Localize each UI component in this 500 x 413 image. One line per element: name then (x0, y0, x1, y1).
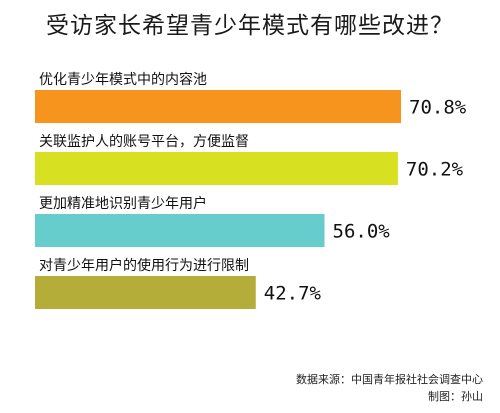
category-label: 关联监护人的账号平台，方便监督 (39, 134, 249, 150)
data-source-note: 数据来源：中国青年报社社会调查中心 (296, 373, 483, 386)
value-label: 56.0% (333, 221, 391, 243)
category-label: 优化青少年模式中的内容池 (39, 71, 207, 88)
bar (35, 90, 402, 123)
category-label: 更加精准地识别青少年用户 (39, 195, 207, 212)
chart-credit: 制图：孙山 (428, 390, 483, 403)
bar (35, 152, 398, 185)
bar (35, 276, 256, 309)
chart-title: 受访家长希望青少年模式有哪些改进？ (46, 13, 454, 39)
value-label: 70.2% (406, 159, 464, 181)
category-label: 对青少年用户的使用行为进行限制 (39, 257, 249, 274)
bar (35, 214, 325, 247)
value-label: 70.8% (409, 97, 467, 119)
value-label: 42.7% (264, 283, 322, 305)
